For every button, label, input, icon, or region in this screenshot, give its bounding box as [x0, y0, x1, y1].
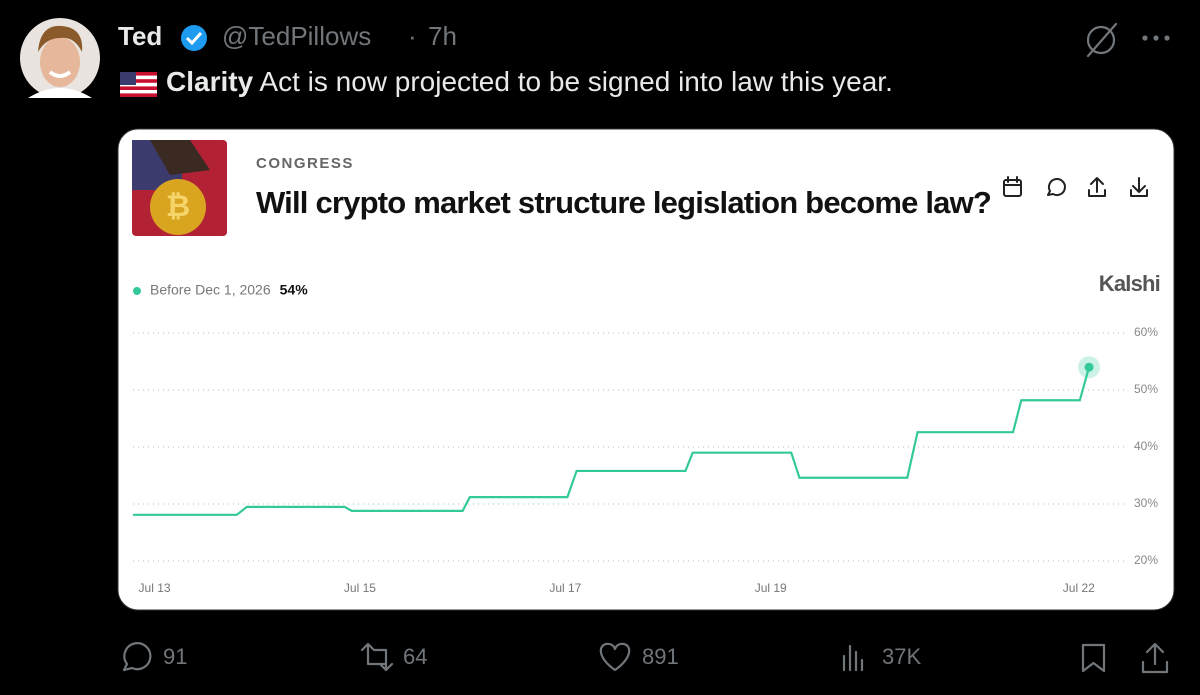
- author-handle[interactable]: @TedPillows: [222, 21, 371, 51]
- y-tick-label: 30%: [1134, 496, 1158, 510]
- x-tick-label: Jul 13: [139, 581, 171, 595]
- download-icon[interactable]: [1130, 177, 1148, 197]
- bookmark-button[interactable]: [1081, 643, 1106, 673]
- y-tick-label: 20%: [1134, 553, 1158, 567]
- series-line: [133, 366, 1091, 516]
- chart: 20% 30% 40% 50% 60% Jul 13 Jul 15 Jul 17 Jul 19 J…: [133, 282, 1158, 595]
- x-tick-label: Jul 22: [1063, 581, 1095, 595]
- us-flag: [120, 72, 157, 97]
- legend-label: Before Dec 1, 2026: [150, 282, 271, 298]
- x-tick-label: Jul 19: [755, 581, 787, 595]
- verified-badge: [181, 25, 207, 51]
- card-title: Will crypto market structure legislation…: [256, 185, 991, 220]
- card[interactable]: [117, 128, 1175, 611]
- card-thumbnail: ₿: [132, 140, 227, 236]
- more-icon[interactable]: [1142, 35, 1170, 41]
- share-button[interactable]: [1141, 642, 1169, 674]
- repost-count: 64: [403, 644, 427, 669]
- like-count: 891: [642, 644, 679, 669]
- view-count: 37K: [882, 644, 921, 669]
- reply-button[interactable]: [122, 642, 152, 672]
- author-name[interactable]: Ted: [118, 21, 162, 51]
- grok-icon[interactable]: [1086, 22, 1118, 58]
- y-tick-label: 50%: [1134, 382, 1158, 396]
- y-tick-label: 40%: [1134, 439, 1158, 453]
- views-button[interactable]: [842, 644, 864, 672]
- reply-count: 91: [163, 644, 187, 669]
- comment-icon[interactable]: [1047, 178, 1066, 197]
- card-category: CONGRESS: [256, 155, 354, 172]
- repost-button[interactable]: [360, 642, 394, 672]
- tweet-text-rest: Act is now projected to be signed into l…: [259, 66, 892, 97]
- legend-marker: [133, 287, 141, 295]
- tweet-text-bold: Clarity: [166, 66, 254, 97]
- legend-value: 54%: [280, 282, 309, 298]
- avatar[interactable]: [20, 18, 100, 98]
- x-tick-label: Jul 17: [549, 581, 581, 595]
- post-time[interactable]: 7h: [428, 21, 457, 51]
- separator: ·: [408, 21, 417, 51]
- y-tick-label: 60%: [1134, 325, 1158, 339]
- tweet-text: Clarity Act is now projected to be signe…: [166, 66, 893, 97]
- calendar-icon[interactable]: [1003, 176, 1022, 197]
- share-icon[interactable]: [1088, 177, 1106, 197]
- like-button[interactable]: [599, 642, 631, 672]
- brand: Kalshi: [1099, 271, 1160, 296]
- x-tick-label: Jul 15: [344, 581, 376, 595]
- svg-text:₿: ₿: [166, 190, 190, 223]
- endpoint: [1084, 362, 1094, 372]
